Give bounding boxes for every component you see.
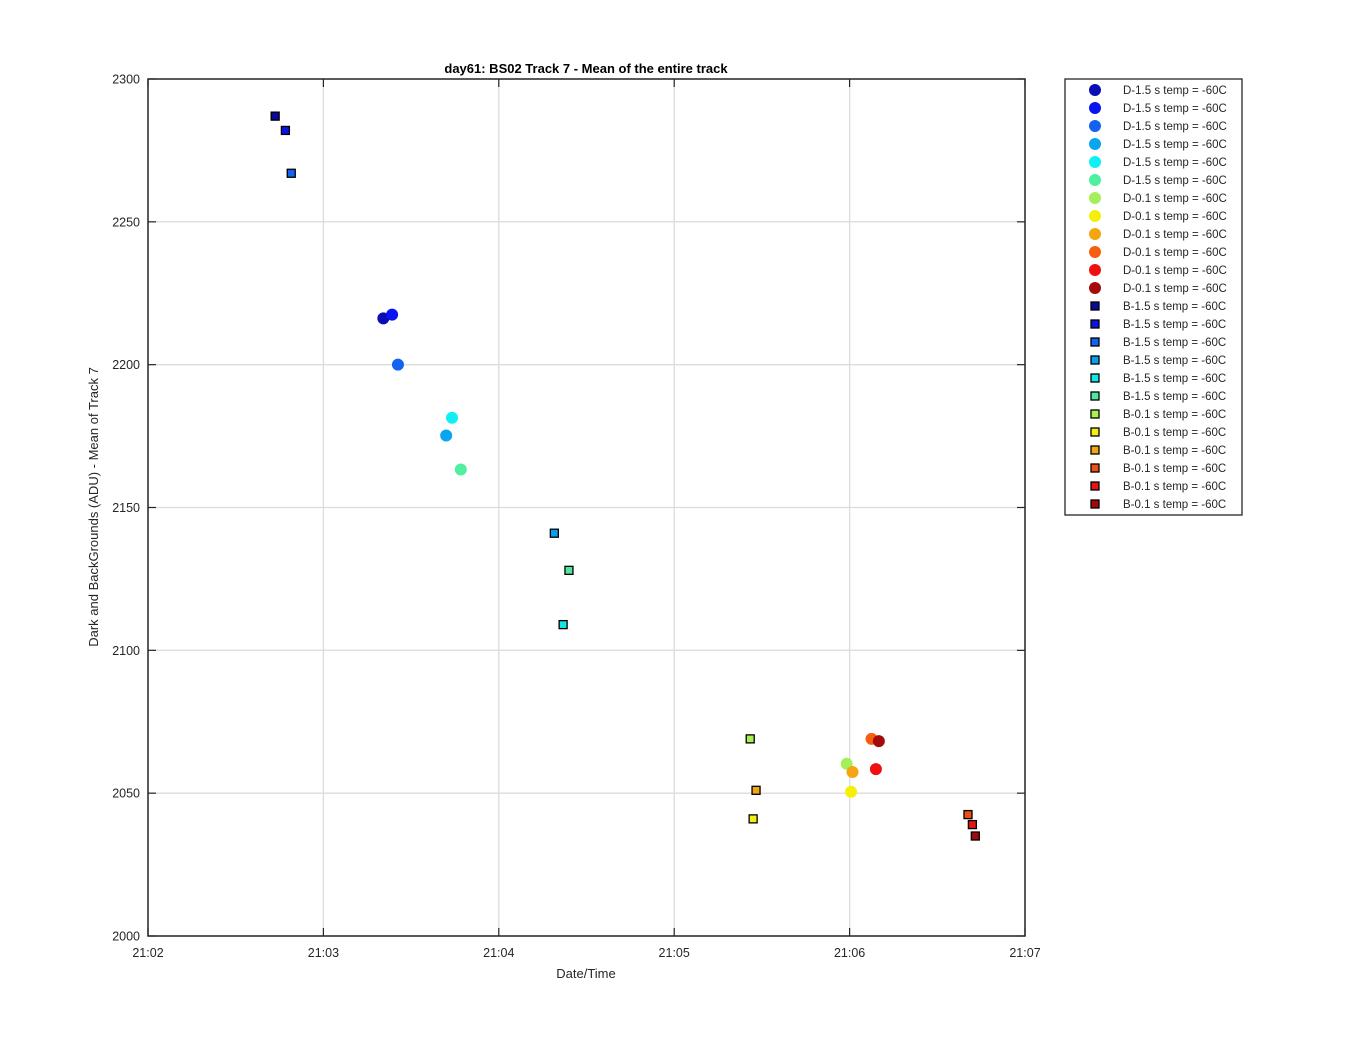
legend-label: B-0.1 s temp = -60C [1123, 481, 1226, 493]
x-tick-label: 21:07 [1009, 946, 1040, 960]
legend-marker [1089, 282, 1101, 294]
legend-marker [1090, 481, 1100, 491]
legend-marker [1090, 409, 1100, 419]
legend-label: B-0.1 s temp = -60C [1123, 427, 1226, 439]
legend-marker [1090, 463, 1100, 473]
background-point [748, 814, 758, 824]
legend-label: B-0.1 s temp = -60C [1123, 445, 1226, 457]
data-points [270, 111, 980, 841]
background-point [970, 831, 980, 841]
background-point [558, 619, 568, 630]
plot-frame [147, 78, 1026, 937]
background-point [967, 819, 978, 830]
legend-label: D-1.5 s temp = -60C [1123, 121, 1227, 133]
background-point [286, 168, 296, 178]
y-tick-label: 2100 [112, 644, 140, 658]
dark-point [391, 358, 404, 371]
background-point [564, 565, 574, 575]
legend-label: D-1.5 s temp = -60C [1123, 175, 1227, 187]
legend-marker [1090, 373, 1100, 383]
legend-label: D-1.5 s temp = -60C [1123, 157, 1227, 169]
chart-title: day61: BS02 Track 7 - Mean of the entire… [444, 61, 728, 76]
legend-label: D-1.5 s temp = -60C [1123, 85, 1227, 97]
legend-marker [1090, 355, 1100, 365]
legend-marker [1089, 84, 1101, 96]
legend-label: D-0.1 s temp = -60C [1123, 211, 1227, 223]
legend-label: D-0.1 s temp = -60C [1123, 229, 1227, 241]
legend-marker [1090, 445, 1100, 455]
legend-label: B-0.1 s temp = -60C [1123, 499, 1226, 511]
y-tick-label: 2200 [112, 358, 140, 372]
legend-marker [1090, 499, 1100, 509]
legend-label: D-0.1 s temp = -60C [1123, 247, 1227, 259]
legend-marker [1089, 192, 1101, 204]
x-tick-label: 21:03 [308, 946, 339, 960]
dark-point [845, 785, 858, 798]
dark-point [869, 763, 882, 776]
legend-label: D-1.5 s temp = -60C [1123, 139, 1227, 151]
dark-point [440, 429, 453, 442]
legend-marker [1089, 264, 1101, 276]
legend-marker [1089, 174, 1101, 186]
legend-marker [1089, 120, 1101, 132]
legend: D-1.5 s temp = -60C D-1.5 s temp = -60C D-… [1064, 78, 1243, 516]
x-tick-label: 21:04 [483, 946, 514, 960]
legend-label: B-1.5 s temp = -60C [1123, 373, 1226, 385]
legend-label: B-1.5 s temp = -60C [1123, 337, 1226, 349]
axis-ticks: 21:02 21:03 21:04 21:05 21:06 21:07 2000 2050 21… [112, 73, 1041, 961]
dark-point [454, 463, 467, 476]
x-axis-label: Date/Time [556, 966, 615, 981]
x-tick-label: 21:02 [132, 946, 163, 960]
legend-label: B-1.5 s temp = -60C [1123, 301, 1226, 313]
y-tick-label: 2000 [112, 930, 140, 944]
background-point [280, 125, 291, 136]
y-tick-label: 2050 [112, 787, 140, 801]
y-tick-label: 2150 [112, 501, 140, 515]
background-point [270, 111, 280, 121]
legend-label: B-0.1 s temp = -60C [1123, 463, 1226, 475]
background-point [549, 528, 559, 538]
legend-label: D-1.5 s temp = -60C [1123, 103, 1227, 115]
legend-label: B-1.5 s temp = -60C [1123, 319, 1226, 331]
legend-marker [1090, 301, 1100, 311]
y-tick-label: 2300 [112, 73, 140, 87]
legend-marker [1089, 156, 1101, 168]
legend-marker [1090, 337, 1100, 347]
dark-point [846, 766, 859, 779]
legend-marker [1089, 102, 1101, 114]
legend-label: B-1.5 s temp = -60C [1123, 391, 1226, 403]
x-tick-label: 21:06 [834, 946, 865, 960]
legend-box [1064, 78, 1243, 516]
x-tick-label: 21:05 [659, 946, 690, 960]
dark-point [872, 735, 885, 748]
dark-point [840, 757, 853, 770]
background-point [751, 785, 761, 795]
legend-marker [1090, 319, 1100, 329]
legend-marker [1089, 138, 1101, 150]
legend-marker [1089, 210, 1101, 222]
legend-marker [1090, 391, 1100, 401]
legend-label: B-1.5 s temp = -60C [1123, 355, 1226, 367]
dark-point [446, 411, 459, 424]
legend-label: D-0.1 s temp = -60C [1123, 193, 1227, 205]
legend-marker [1089, 246, 1101, 258]
background-point [963, 809, 973, 820]
legend-label: B-0.1 s temp = -60C [1123, 409, 1226, 421]
legend-marker [1090, 427, 1100, 437]
legend-label: D-0.1 s temp = -60C [1123, 283, 1227, 295]
legend-label: D-0.1 s temp = -60C [1123, 265, 1227, 277]
y-axis-label: Dark and BackGrounds (ADU) - Mean of Tra… [86, 367, 101, 647]
dark-point [386, 308, 399, 321]
y-tick-label: 2250 [112, 215, 140, 229]
legend-marker [1089, 228, 1101, 240]
grid-lines [147, 78, 1026, 937]
background-point [745, 734, 755, 744]
